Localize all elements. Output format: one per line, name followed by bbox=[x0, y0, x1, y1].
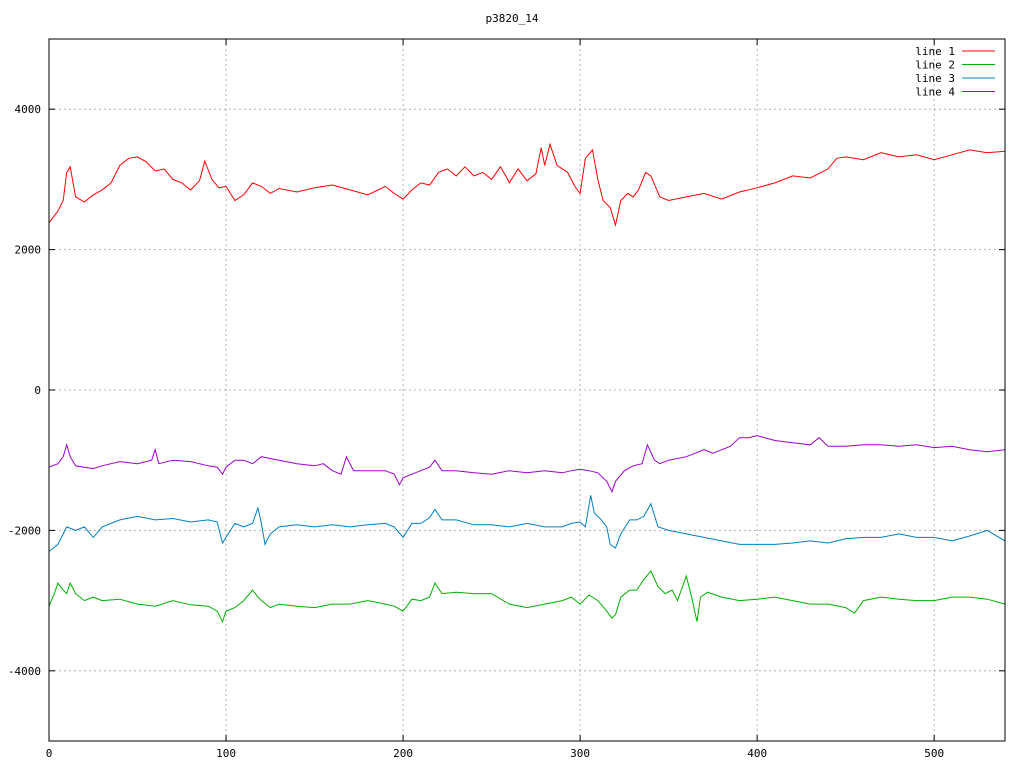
series-line-3 bbox=[48, 495, 1006, 552]
series-line-4 bbox=[48, 435, 1006, 494]
chart-title: p3820_14 bbox=[486, 12, 539, 25]
grid-lines bbox=[49, 39, 1005, 741]
x-tick-label: 300 bbox=[570, 747, 590, 760]
legend-label-1: line 1 bbox=[915, 45, 955, 58]
legend-label-2: line 2 bbox=[915, 59, 955, 72]
legend-label-4: line 4 bbox=[915, 86, 955, 99]
x-tick-label: 100 bbox=[216, 747, 236, 760]
y-tick-label: 4000 bbox=[15, 103, 42, 116]
series-lines bbox=[48, 142, 1006, 624]
y-tick-label: 2000 bbox=[15, 244, 42, 257]
x-tick-label: 200 bbox=[393, 747, 413, 760]
y-tick-label: -4000 bbox=[8, 665, 41, 678]
plot-frame bbox=[48, 38, 1006, 742]
axis-ticks: 0 100 200 300 400 500 -4000 -2000 0 2000 4000 bbox=[8, 39, 1005, 760]
x-tick-label: 500 bbox=[924, 747, 944, 760]
series-line-2 bbox=[48, 570, 1006, 624]
x-tick-label: 0 bbox=[46, 747, 53, 760]
x-tick-label: 400 bbox=[747, 747, 767, 760]
legend-label-3: line 3 bbox=[915, 72, 955, 85]
series-line-1 bbox=[48, 142, 1006, 227]
y-tick-label: -2000 bbox=[8, 524, 41, 537]
y-tick-label: 0 bbox=[34, 384, 41, 397]
